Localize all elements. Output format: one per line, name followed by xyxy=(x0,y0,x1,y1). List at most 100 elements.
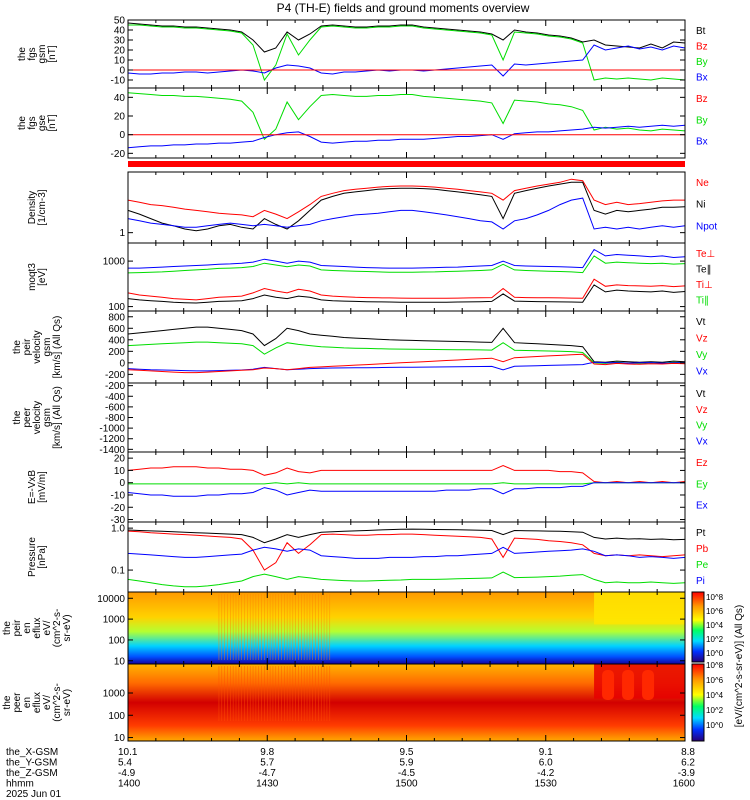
series-Bt xyxy=(127,22,686,53)
y-axis-label: eV/ xyxy=(42,695,53,710)
legend-entry: Vx xyxy=(696,436,708,447)
y-tick-label: 0 xyxy=(119,478,125,489)
colorbar-tick: 10^2 xyxy=(706,635,724,644)
spectrogram-block xyxy=(594,592,685,625)
spectrogram-cell xyxy=(602,670,615,700)
y-tick-label: 20 xyxy=(114,112,126,123)
y-tick-label: 600 xyxy=(108,324,125,335)
x-axis-value: -4.9 xyxy=(118,768,136,779)
y-tick-label: 400 xyxy=(108,335,125,346)
y-tick-label: -20 xyxy=(111,503,126,514)
legend-entry: Vx xyxy=(696,367,708,378)
y-axis-label: [eV] xyxy=(37,268,48,286)
y-axis-label: moqt3 xyxy=(27,263,38,291)
colorbar-tick: 10^8 xyxy=(706,593,724,602)
legend-entry: By xyxy=(696,115,708,126)
panel-frame xyxy=(127,19,686,89)
x-axis-value: 5.4 xyxy=(118,758,132,769)
y-axis-label: (cm^2-s- xyxy=(52,683,63,722)
y-axis-label: sr-eV) xyxy=(62,614,73,641)
colorbar-tick: 10^6 xyxy=(706,607,724,616)
legend-entry: By xyxy=(696,57,708,68)
series-Vy xyxy=(127,341,686,364)
x-axis-row-label: the_X-GSM xyxy=(6,747,58,758)
x-axis-value: 10.1 xyxy=(118,747,138,758)
spectrogram-cell xyxy=(642,670,655,700)
y-axis-label: [nT] xyxy=(47,114,58,131)
legend-entry: Ey xyxy=(696,479,708,490)
y-tick-label: -1400 xyxy=(99,445,125,456)
y-axis-label: the xyxy=(17,47,28,61)
x-axis-value: 5.9 xyxy=(400,758,414,769)
series-Pi xyxy=(127,546,686,559)
legend-entry: Bz xyxy=(696,94,708,105)
legend-entry: Bz xyxy=(696,42,708,53)
y-axis-label: (cm^2-s- xyxy=(52,609,63,648)
colorbar-tick: 10^6 xyxy=(706,676,724,685)
x-axis-row-label: hhmm xyxy=(6,779,34,790)
date-label: 2025 Jun 01 xyxy=(6,789,61,800)
y-tick-label: 0 xyxy=(119,130,125,141)
panel-frame xyxy=(127,87,686,159)
series-Ti⊥ xyxy=(128,248,686,269)
y-axis-label: [nPa] xyxy=(37,545,48,569)
y-tick-label: -1200 xyxy=(99,434,125,445)
x-axis-value: 9.1 xyxy=(539,747,553,758)
y-tick-label: -800 xyxy=(105,413,125,424)
y-tick-label: 0 xyxy=(119,66,125,77)
y-axis-label: Pressure xyxy=(27,537,38,577)
y-tick-label: -30 xyxy=(111,515,126,526)
y-tick-label: 100 xyxy=(108,711,125,722)
spectrogram-cell xyxy=(622,670,635,700)
y-axis-label: eV/ xyxy=(42,620,53,635)
y-tick-label: 50 xyxy=(114,16,126,27)
y-axis-label: [km/s] (All Qs) xyxy=(52,386,63,449)
y-axis-label: [mV/m] xyxy=(37,471,48,503)
colorbar-tick: 10^0 xyxy=(706,649,724,658)
y-tick-label: 10 xyxy=(114,56,126,67)
legend-entry: Pe xyxy=(696,560,709,571)
y-tick-label: 10 xyxy=(114,656,126,667)
y-tick-label: -1000 xyxy=(99,424,125,435)
y-axis-label: peer xyxy=(12,692,23,713)
colorbar-tick: 10^4 xyxy=(706,621,724,630)
spectrogram xyxy=(128,592,685,664)
y-tick-label: -200 xyxy=(105,381,125,392)
x-axis-value: 6.0 xyxy=(539,758,553,769)
y-axis-label: fgs xyxy=(27,116,38,129)
y-tick-label: -200 xyxy=(105,370,125,381)
x-axis-row-label: the_Z-GSM xyxy=(6,768,58,779)
legend-entry: Vt xyxy=(696,317,706,328)
y-tick-label: -10 xyxy=(111,490,126,501)
colorbar-label: [eV/(cm^2-s-sr-eV)] (All Qs) xyxy=(734,605,745,727)
series-Vz xyxy=(127,353,686,374)
y-tick-label: 1000 xyxy=(103,615,126,626)
x-axis-value: 5.7 xyxy=(260,758,274,769)
y-axis-label: Density xyxy=(27,191,38,224)
y-axis-label: the xyxy=(12,410,23,424)
colorbar-tick: 10^2 xyxy=(706,706,724,715)
legend-entry: Bx xyxy=(696,73,708,84)
y-axis-label: [nT] xyxy=(47,45,58,62)
legend-entry: Ex xyxy=(696,501,708,512)
separator-bar xyxy=(128,161,685,167)
y-tick-label: 40 xyxy=(114,93,126,104)
y-axis-label: velocity xyxy=(32,330,43,363)
series-Pb xyxy=(127,530,686,571)
series-By xyxy=(127,92,686,141)
y-tick-label: -600 xyxy=(105,402,125,413)
y-tick-label: 1 xyxy=(119,228,125,239)
series-Ti∥ xyxy=(127,255,686,274)
legend-entry: Vz xyxy=(696,334,708,345)
x-axis-value: -4.7 xyxy=(259,768,277,779)
x-axis-value: 8.8 xyxy=(681,747,695,758)
series-Npot xyxy=(127,197,686,230)
y-axis-label: gsm xyxy=(42,408,53,427)
y-tick-label: 100 xyxy=(108,302,125,313)
x-axis-value: -4.5 xyxy=(398,768,416,779)
y-tick-label: 0.1 xyxy=(111,566,125,577)
y-tick-label: 100 xyxy=(108,635,125,646)
